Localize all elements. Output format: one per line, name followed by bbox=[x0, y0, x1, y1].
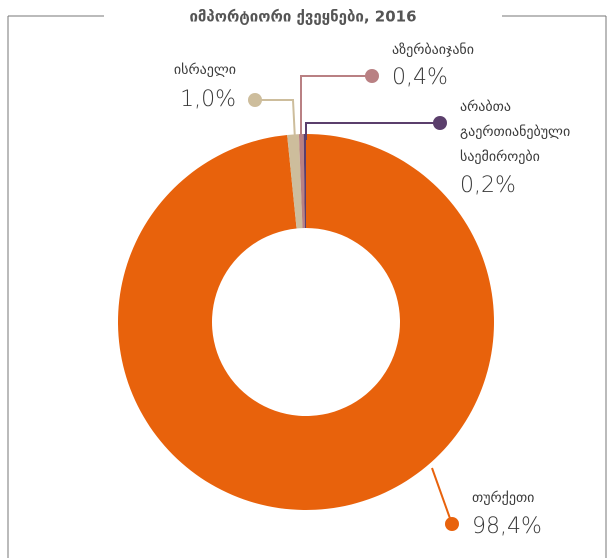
value-label: 1,0% bbox=[180, 87, 236, 112]
frame bbox=[7, 15, 607, 558]
chart-title: იმპორტიორი ქვეყნები, 2016 bbox=[189, 8, 416, 26]
value-label: 0,4% bbox=[392, 65, 448, 90]
leader-dot bbox=[248, 93, 262, 107]
donut-slice bbox=[298, 134, 305, 229]
value-label: 0,2% bbox=[460, 173, 516, 198]
slice-label: აზერბაიჯანი bbox=[392, 41, 474, 58]
leader-dot bbox=[365, 69, 379, 83]
donut-slice bbox=[117, 134, 494, 510]
leader-dot bbox=[445, 517, 459, 531]
donut-slice bbox=[287, 134, 303, 229]
value-label: 98,4% bbox=[472, 514, 542, 539]
leader-line bbox=[431, 467, 453, 525]
leader-line bbox=[305, 122, 440, 140]
leader-line bbox=[255, 99, 296, 141]
leader-dot bbox=[433, 116, 447, 130]
slice-label: არაბთა გაერთიანებული საემიროები bbox=[460, 98, 570, 165]
slice-label: თურქეთი bbox=[472, 489, 534, 506]
leader-line bbox=[300, 75, 372, 140]
slice-label: ისრაელი bbox=[174, 61, 236, 78]
donut-slice bbox=[303, 134, 306, 229]
